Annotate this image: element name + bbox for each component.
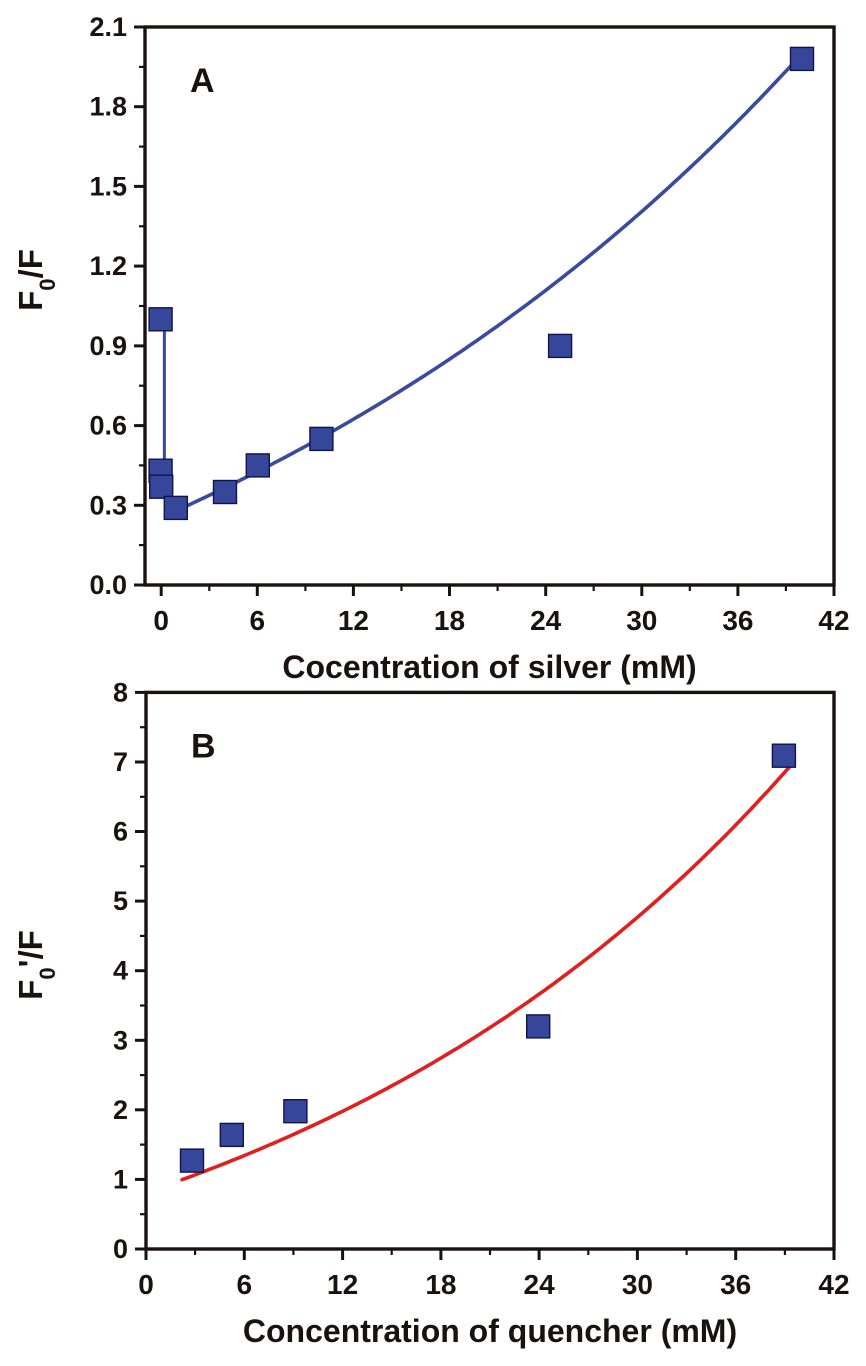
svg-text:18: 18 [434,605,465,636]
svg-text:36: 36 [722,605,753,636]
svg-text:30: 30 [626,605,657,636]
svg-text:42: 42 [818,1269,849,1300]
svg-text:0.6: 0.6 [89,411,127,441]
svg-text:7: 7 [113,747,128,777]
svg-text:5: 5 [113,886,128,916]
svg-text:0: 0 [138,1269,154,1300]
svg-text:A: A [190,62,215,100]
svg-text:8: 8 [113,677,128,707]
svg-text:4: 4 [113,956,128,986]
svg-text:6: 6 [113,817,128,847]
svg-text:0.9: 0.9 [89,331,127,361]
svg-text:0: 0 [153,605,169,636]
svg-text:1.5: 1.5 [89,171,127,201]
svg-text:30: 30 [622,1269,653,1300]
svg-text:3: 3 [113,1025,128,1055]
svg-text:12: 12 [327,1269,358,1300]
svg-text:6: 6 [250,605,266,636]
svg-text:2: 2 [113,1095,128,1125]
svg-text:6: 6 [237,1269,253,1300]
svg-text:0.0: 0.0 [89,570,127,600]
svg-text:36: 36 [720,1269,751,1300]
svg-text:1: 1 [113,1164,128,1194]
svg-text:12: 12 [338,605,369,636]
svg-text:Concentration of quencher (mM): Concentration of quencher (mM) [243,1313,737,1349]
svg-text:0: 0 [113,1234,128,1264]
svg-text:24: 24 [530,605,562,636]
svg-text:18: 18 [425,1269,456,1300]
svg-text:Cocentration of silver (mM): Cocentration of silver (mM) [282,649,696,685]
svg-text:1.2: 1.2 [89,251,127,281]
svg-text:B: B [191,727,216,765]
svg-text:24: 24 [524,1269,556,1300]
svg-text:42: 42 [818,605,849,636]
svg-text:2.1: 2.1 [89,12,127,42]
svg-text:1.8: 1.8 [89,92,127,122]
svg-text:0.3: 0.3 [89,490,127,520]
